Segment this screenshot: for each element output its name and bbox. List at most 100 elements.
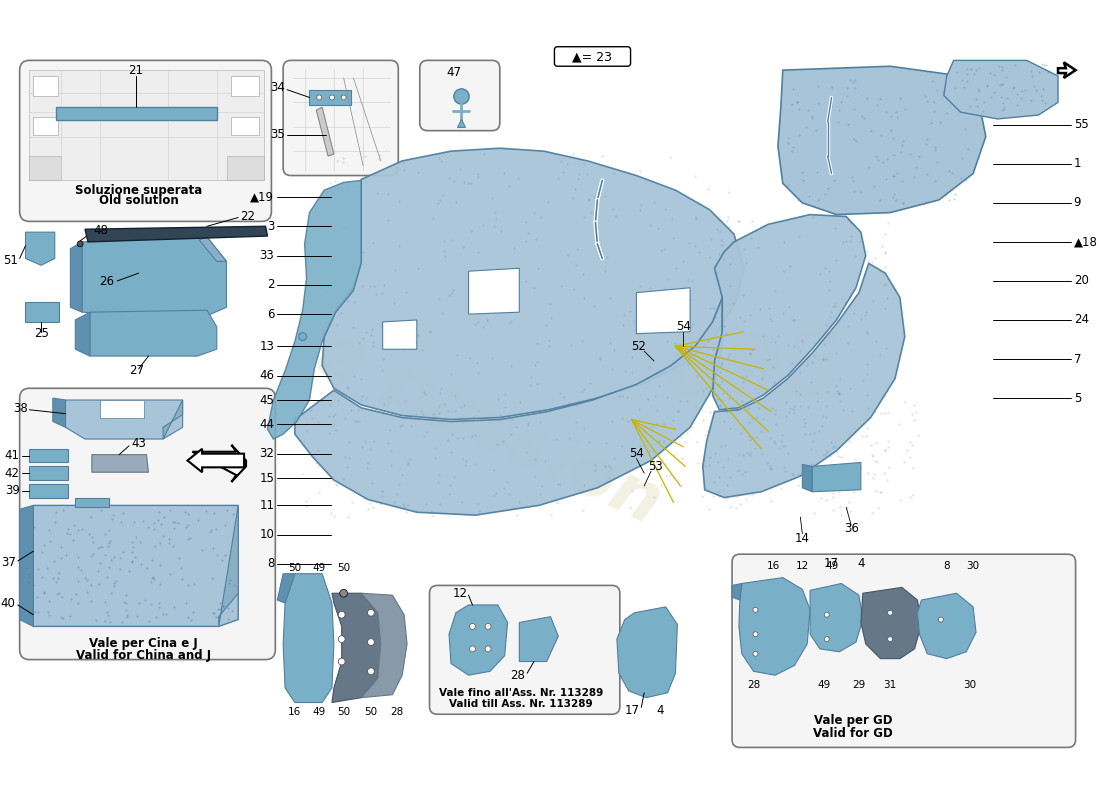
Polygon shape <box>33 506 239 626</box>
Circle shape <box>754 651 758 656</box>
Text: Vale per Cina e J: Vale per Cina e J <box>89 638 198 650</box>
Text: 54: 54 <box>629 447 644 460</box>
Text: Vale fino all'Ass. Nr. 113289: Vale fino all'Ass. Nr. 113289 <box>439 688 604 698</box>
Polygon shape <box>383 320 417 350</box>
Text: 51: 51 <box>3 254 18 267</box>
Polygon shape <box>100 400 144 418</box>
Text: 39: 39 <box>4 484 20 498</box>
Polygon shape <box>25 232 55 266</box>
Text: 32: 32 <box>260 447 274 460</box>
Text: 29: 29 <box>852 680 866 690</box>
Text: 24: 24 <box>1074 314 1089 326</box>
Circle shape <box>470 646 475 652</box>
Text: 53: 53 <box>649 460 663 473</box>
Polygon shape <box>75 498 109 507</box>
Text: 40: 40 <box>1 598 15 610</box>
Text: 49: 49 <box>312 707 326 718</box>
Text: 17: 17 <box>625 704 639 717</box>
Bar <box>33 117 57 134</box>
Text: 4: 4 <box>857 558 865 570</box>
Text: 27: 27 <box>129 364 144 378</box>
Polygon shape <box>53 398 66 427</box>
FancyBboxPatch shape <box>420 60 499 130</box>
FancyBboxPatch shape <box>20 388 275 659</box>
Polygon shape <box>739 578 810 675</box>
Text: 35: 35 <box>271 128 285 141</box>
Polygon shape <box>85 226 267 242</box>
Polygon shape <box>267 181 361 439</box>
Text: 11: 11 <box>260 499 274 512</box>
Text: 095: 095 <box>667 330 840 411</box>
Polygon shape <box>199 237 227 262</box>
Polygon shape <box>82 237 227 320</box>
Circle shape <box>938 617 944 622</box>
Text: 54: 54 <box>675 320 691 334</box>
Text: a passion: a passion <box>308 320 672 538</box>
Text: 44: 44 <box>260 418 274 431</box>
Polygon shape <box>617 607 678 698</box>
Circle shape <box>470 623 475 630</box>
Text: 43: 43 <box>131 438 146 450</box>
Text: 38: 38 <box>13 402 28 415</box>
Polygon shape <box>30 156 60 181</box>
Polygon shape <box>810 583 862 652</box>
Text: 28: 28 <box>747 680 760 690</box>
Text: 30: 30 <box>967 561 980 571</box>
Polygon shape <box>70 242 82 312</box>
Polygon shape <box>30 466 68 480</box>
Circle shape <box>824 637 829 642</box>
Text: 2: 2 <box>267 278 274 291</box>
Text: Soluzione superata: Soluzione superata <box>75 184 202 197</box>
Text: 8: 8 <box>267 558 274 570</box>
Text: 10: 10 <box>260 528 274 541</box>
Text: 49: 49 <box>825 561 838 571</box>
Text: 34: 34 <box>271 82 285 94</box>
Text: 3: 3 <box>267 220 274 233</box>
Text: 14: 14 <box>795 532 810 545</box>
Circle shape <box>317 95 321 100</box>
Polygon shape <box>30 449 68 462</box>
Text: 36: 36 <box>844 522 859 535</box>
Text: 33: 33 <box>260 249 274 262</box>
Polygon shape <box>322 148 744 419</box>
Polygon shape <box>637 288 690 334</box>
Circle shape <box>339 636 345 642</box>
Text: 28: 28 <box>510 669 525 682</box>
Circle shape <box>888 637 892 642</box>
FancyBboxPatch shape <box>429 586 619 714</box>
Polygon shape <box>227 156 264 181</box>
Text: 7: 7 <box>1074 353 1081 366</box>
Polygon shape <box>66 400 183 439</box>
Polygon shape <box>703 263 905 498</box>
Circle shape <box>299 333 307 341</box>
Polygon shape <box>283 574 334 702</box>
Polygon shape <box>519 617 559 662</box>
Polygon shape <box>295 298 723 515</box>
Text: Vale per GD: Vale per GD <box>814 714 892 726</box>
Text: 13: 13 <box>260 340 274 353</box>
Text: 42: 42 <box>4 466 20 480</box>
Text: 28: 28 <box>390 707 404 718</box>
Circle shape <box>754 607 758 612</box>
Polygon shape <box>30 70 264 181</box>
Text: ▲= 23: ▲= 23 <box>572 50 613 63</box>
Polygon shape <box>778 66 986 214</box>
Text: 30: 30 <box>964 680 977 690</box>
Polygon shape <box>192 445 246 482</box>
Polygon shape <box>332 594 383 702</box>
Polygon shape <box>20 506 33 626</box>
Polygon shape <box>25 302 58 322</box>
Polygon shape <box>713 214 866 410</box>
Text: 12: 12 <box>452 586 468 600</box>
Text: 6: 6 <box>267 308 274 321</box>
Circle shape <box>339 658 345 665</box>
Polygon shape <box>812 462 861 492</box>
Text: 50: 50 <box>288 563 301 573</box>
Polygon shape <box>91 454 148 472</box>
Polygon shape <box>1058 62 1076 78</box>
Text: 48: 48 <box>94 224 109 237</box>
Text: 26: 26 <box>99 275 114 289</box>
Circle shape <box>367 668 374 674</box>
Bar <box>231 117 258 134</box>
Polygon shape <box>30 484 68 498</box>
